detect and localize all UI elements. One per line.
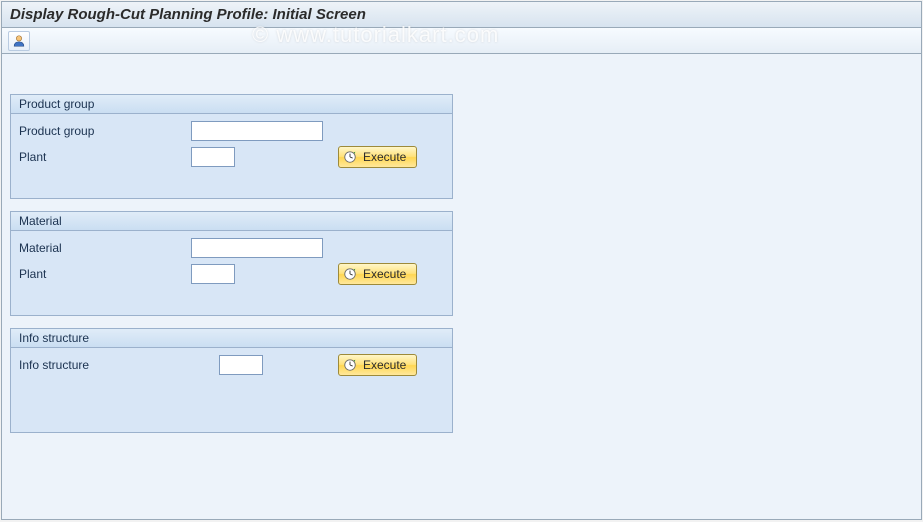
groupbox-body-product-group: Product group Plant: [11, 114, 452, 198]
page-title: Display Rough-Cut Planning Profile: Init…: [10, 6, 366, 23]
clock-icon: [343, 150, 357, 164]
input-info-structure[interactable]: [219, 355, 263, 375]
execute-button-material[interactable]: Execute: [338, 263, 417, 285]
groupbox-info-structure: Info structure Info structure: [10, 328, 453, 433]
groupbox-header-product-group: Product group: [11, 95, 452, 114]
groupbox-product-group: Product group Product group Plant: [10, 94, 453, 199]
row-pg-plant: Plant Execute: [19, 146, 444, 168]
app-frame: Display Rough-Cut Planning Profile: Init…: [1, 1, 922, 520]
clock-icon: [343, 358, 357, 372]
execute-button-label: Execute: [363, 150, 406, 164]
execute-button-label: Execute: [363, 267, 406, 281]
label-info-structure: Info structure: [19, 358, 191, 372]
row-info-structure: Info structure Execute: [19, 354, 444, 376]
input-product-group[interactable]: [191, 121, 323, 141]
groupbox-header-info-structure: Info structure: [11, 329, 452, 348]
label-pg-plant: Plant: [19, 150, 191, 164]
input-material[interactable]: [191, 238, 323, 258]
groupbox-material: Material Material Plant: [10, 211, 453, 316]
row-material: Material: [19, 237, 444, 259]
label-mat-plant: Plant: [19, 267, 191, 281]
input-pg-plant[interactable]: [191, 147, 235, 167]
label-material: Material: [19, 241, 191, 255]
titlebar: Display Rough-Cut Planning Profile: Init…: [2, 2, 921, 28]
execute-button-info-structure[interactable]: Execute: [338, 354, 417, 376]
label-product-group: Product group: [19, 124, 191, 138]
execute-button-label: Execute: [363, 358, 406, 372]
user-icon-button[interactable]: [8, 31, 30, 51]
execute-button-product-group[interactable]: Execute: [338, 146, 417, 168]
user-icon: [12, 34, 26, 48]
groupbox-body-info-structure: Info structure Execute: [11, 348, 452, 432]
content-area: Product group Product group Plant: [2, 54, 921, 519]
row-mat-plant: Plant Execute: [19, 263, 444, 285]
groupbox-header-material: Material: [11, 212, 452, 231]
input-mat-plant[interactable]: [191, 264, 235, 284]
clock-icon: [343, 267, 357, 281]
groupbox-body-material: Material Plant: [11, 231, 452, 315]
toolbar: [2, 28, 921, 54]
row-product-group: Product group: [19, 120, 444, 142]
